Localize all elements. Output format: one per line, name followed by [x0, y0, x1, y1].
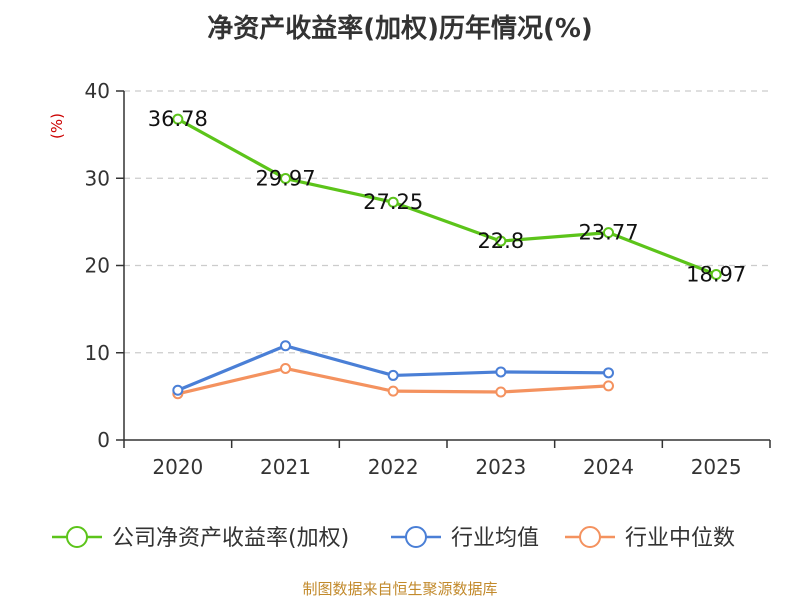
y-tick-label: 10 — [85, 341, 110, 365]
data-point — [495, 235, 507, 247]
y-tick-label: 40 — [85, 79, 110, 103]
data-point — [387, 369, 399, 381]
data-point — [387, 196, 399, 208]
data-point — [603, 367, 614, 379]
data-point — [280, 362, 291, 374]
legend-label: 公司净资产收益率(加权) — [112, 526, 349, 551]
data-point — [603, 380, 614, 392]
y-tick-label: 0 — [97, 428, 110, 452]
x-tick-label: 2021 — [260, 455, 311, 479]
data-label: 22.8 — [477, 229, 524, 253]
data-point — [172, 113, 184, 125]
y-tick-label: 20 — [85, 254, 110, 278]
series-line-0 — [177, 117, 717, 276]
x-tick-label: 2023 — [475, 455, 526, 479]
data-label: 18.97 — [686, 262, 746, 286]
legend-label: 行业均值 — [451, 526, 539, 551]
y-tick-label: 30 — [85, 166, 110, 190]
legend-marker — [405, 526, 427, 548]
x-tick-label: 2020 — [152, 455, 203, 479]
chart-title: 净资产收益率(加权)历年情况(%) — [207, 14, 593, 44]
x-tick-label: 2024 — [583, 455, 634, 479]
data-point — [387, 385, 399, 397]
data-point — [710, 268, 722, 280]
y-axis-unit: (%) — [48, 113, 66, 139]
data-point — [280, 340, 291, 352]
data-label: 23.77 — [578, 221, 638, 245]
data-label: 36.78 — [148, 107, 208, 131]
data-point — [495, 386, 507, 398]
data-label: 27.25 — [363, 190, 423, 214]
legend-marker — [66, 526, 88, 548]
data-point — [495, 366, 507, 378]
x-tick-label: 2025 — [691, 455, 742, 479]
data-point — [172, 384, 184, 396]
source-note: 制图数据来自恒生聚源数据库 — [302, 580, 498, 598]
x-tick-label: 2022 — [368, 455, 419, 479]
data-point — [280, 173, 291, 185]
data-label: 29.97 — [255, 167, 315, 191]
legend-marker — [579, 526, 601, 548]
data-point — [603, 227, 614, 239]
legend-label: 行业中位数 — [625, 526, 735, 551]
